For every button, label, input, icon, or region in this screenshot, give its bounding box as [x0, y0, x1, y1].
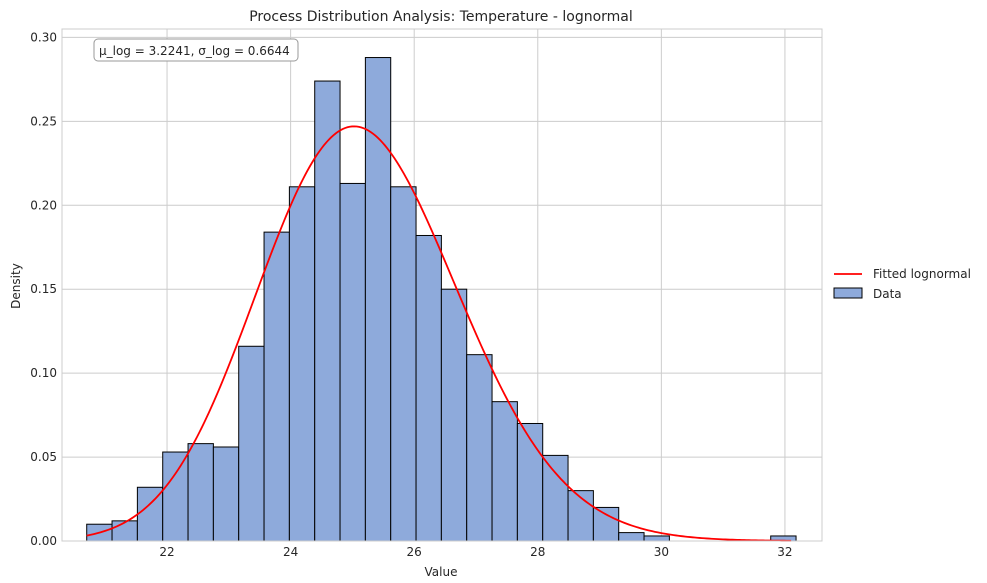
annotation-frame	[93, 38, 299, 62]
histogram-bar	[364, 57, 392, 542]
annotation-text: μ_log = 3.2241, σ_log = 0.6644	[99, 44, 290, 58]
histogram-bars	[86, 57, 797, 542]
y-axis-ticks: 0.00 0.05 0.10 0.15 0.20 0.25 0.30	[30, 30, 57, 548]
histogram-bar	[592, 506, 620, 542]
chart-title: Process Distribution Analysis: Temperatu…	[249, 9, 633, 25]
annotation-box: μ_log = 3.2241, σ_log = 0.6644	[93, 38, 299, 62]
x-tick-label: 26	[407, 545, 422, 559]
legend-label-data: Data	[873, 287, 902, 301]
fitted-line-group	[86, 125, 792, 542]
histogram-bar	[111, 520, 138, 542]
y-tick-label: 0.10	[30, 366, 57, 380]
x-axis-label: Value	[425, 565, 458, 579]
y-tick-label: 0.30	[30, 30, 57, 44]
histogram-bar	[516, 422, 544, 542]
plot-frame	[61, 28, 823, 542]
histogram-bar	[263, 231, 290, 542]
x-tick-label: 30	[654, 545, 669, 559]
histogram-bar	[440, 288, 468, 542]
histogram-bar	[187, 443, 214, 542]
histogram-bar	[339, 182, 366, 542]
legend: Fitted lognormal Data	[833, 267, 971, 301]
y-axis-label: Density	[9, 263, 23, 309]
histogram-bar	[390, 186, 417, 542]
x-tick-label: 32	[777, 545, 792, 559]
y-tick-label: 0.15	[30, 282, 57, 296]
y-tick-label: 0.05	[30, 450, 57, 464]
fitted-lognormal-line	[86, 125, 792, 542]
y-tick-label: 0.00	[30, 534, 57, 548]
x-axis-ticks: 22 24 26 28 30 32	[159, 545, 792, 559]
histogram-bar	[542, 454, 569, 542]
y-tick-label: 0.25	[30, 114, 57, 128]
histogram-bar	[238, 345, 265, 542]
histogram-bar	[314, 80, 341, 542]
histogram-bar	[288, 186, 316, 542]
legend-bar-swatch	[833, 287, 863, 299]
histogram-bar	[567, 490, 594, 542]
legend-label-fitted: Fitted lognormal	[873, 267, 971, 281]
histogram-bar	[643, 535, 670, 542]
histogram-bar	[491, 401, 518, 542]
x-tick-label: 28	[530, 545, 545, 559]
y-tick-label: 0.20	[30, 198, 57, 212]
histogram-bar	[618, 532, 645, 542]
histogram-bar	[415, 234, 442, 542]
histogram-bar	[466, 354, 493, 542]
x-tick-label: 22	[159, 545, 174, 559]
histogram-bar	[212, 446, 240, 542]
histogram-bar	[162, 451, 189, 542]
x-tick-label: 24	[283, 545, 298, 559]
